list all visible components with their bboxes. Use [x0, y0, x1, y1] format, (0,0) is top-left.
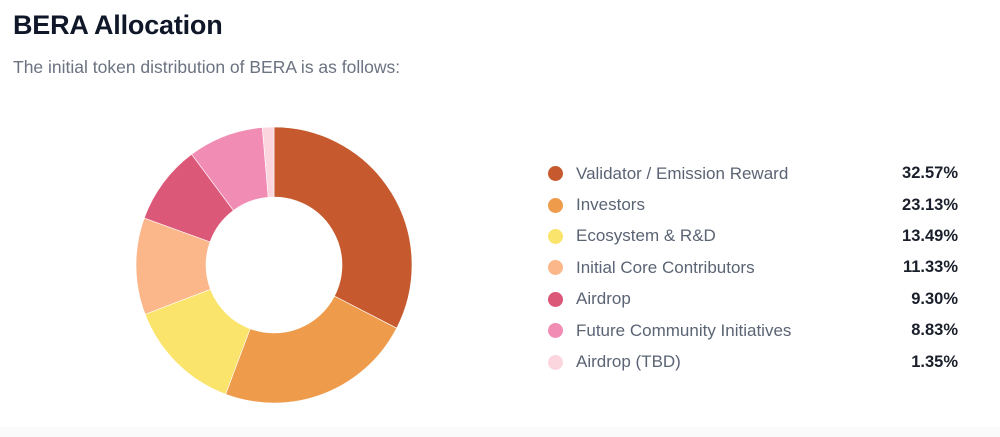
legend-label: Ecosystem & R&D [576, 226, 716, 246]
page-title: BERA Allocation [13, 10, 223, 40]
legend-item: Initial Core Contributors 11.33% [548, 252, 958, 283]
legend-value: 8.83% [911, 321, 958, 340]
donut-chart [136, 127, 412, 403]
legend-label: Airdrop (TBD) [576, 352, 681, 372]
legend-swatch-icon [548, 260, 563, 276]
legend-swatch-icon [548, 228, 563, 244]
legend-swatch-icon [548, 323, 563, 339]
legend-value: 9.30% [911, 289, 958, 308]
legend-label: Airdrop [576, 289, 631, 309]
legend-value: 32.57% [902, 164, 958, 183]
legend-item: Investors 23.13% [548, 189, 958, 220]
legend-swatch-icon [548, 354, 563, 370]
legend-item: Future Community Initiatives 8.83% [548, 315, 958, 346]
legend-item: Airdrop 9.30% [548, 284, 958, 315]
donut-slice [273, 127, 412, 329]
legend-swatch-icon [548, 291, 563, 307]
legend-value: 13.49% [902, 226, 958, 245]
legend-item: Ecosystem & R&D 13.49% [548, 221, 958, 252]
legend-item: Validator / Emission Reward 32.57% [548, 158, 958, 189]
legend-item: Airdrop (TBD) 1.35% [548, 346, 958, 377]
legend-value: 23.13% [902, 195, 958, 214]
legend-label: Initial Core Contributors [576, 257, 755, 277]
legend-value: 1.35% [911, 352, 958, 371]
footer-divider [0, 427, 1000, 437]
legend-swatch-icon [548, 197, 563, 213]
donut-slice [261, 127, 275, 198]
legend-label: Investors [576, 195, 645, 215]
chart-legend: Validator / Emission Reward 32.57% Invest… [548, 158, 958, 378]
page-subtitle: The initial token distribution of BERA i… [13, 57, 401, 77]
donut-slice [225, 295, 398, 403]
legend-swatch-icon [548, 166, 563, 182]
legend-label: Validator / Emission Reward [576, 163, 789, 183]
legend-value: 11.33% [902, 258, 958, 277]
legend-label: Future Community Initiatives [576, 320, 792, 340]
